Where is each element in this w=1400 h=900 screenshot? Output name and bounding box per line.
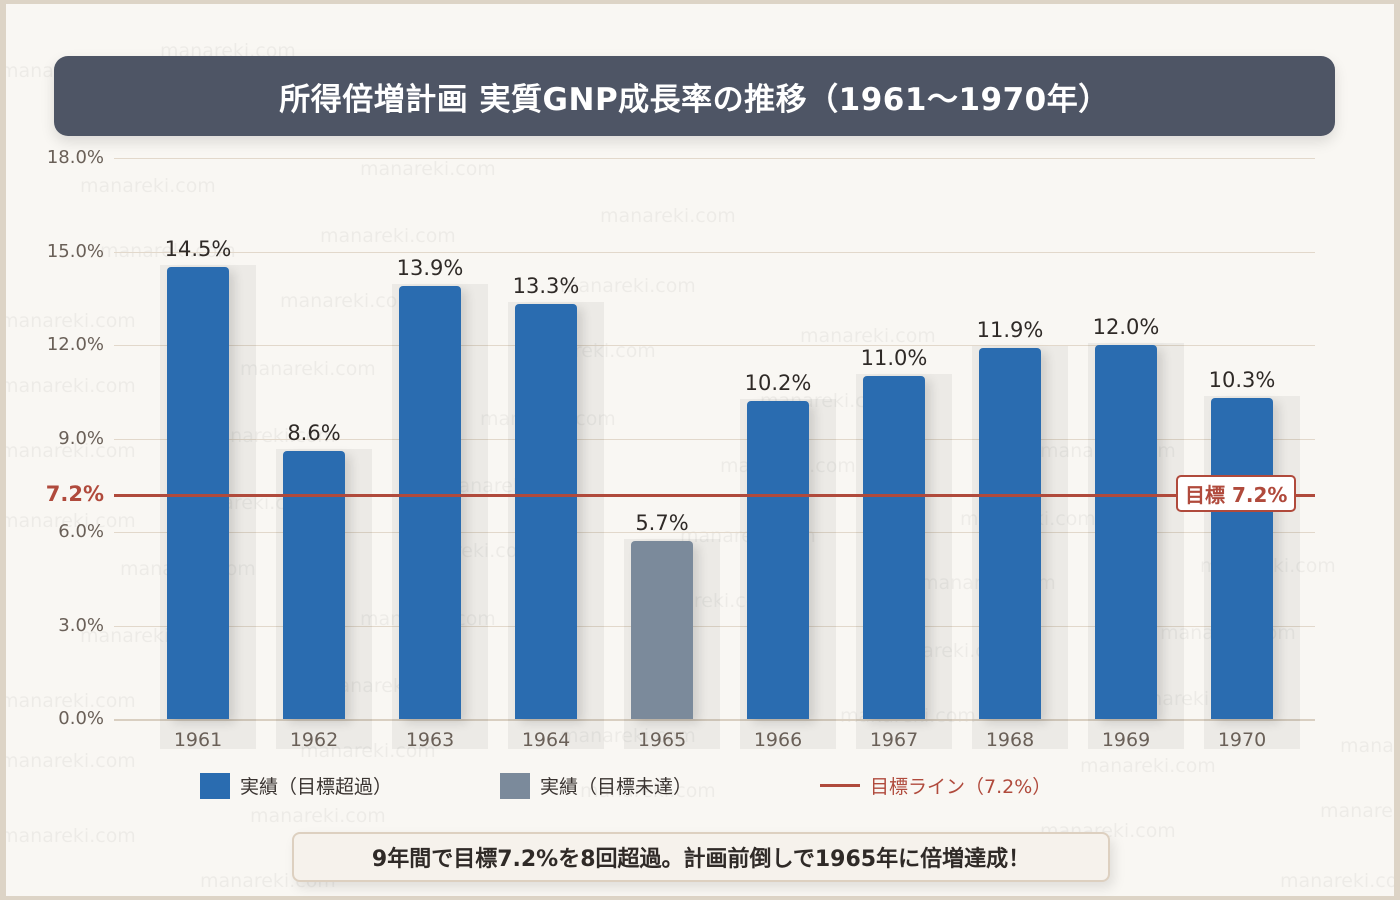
bar-value-label: 14.5% — [164, 237, 232, 262]
x-tick-label: 1963 — [405, 729, 455, 751]
legend: 実績（目標超過） 実績（目標未達） 目標ライン（7.2%） — [0, 772, 1400, 802]
bar-1968 — [979, 348, 1041, 719]
legend-label-not-reached: 実績（目標未達） — [540, 776, 693, 798]
y-tick-label: 12.0% — [46, 334, 104, 355]
bar-value-label: 13.3% — [512, 274, 580, 299]
y-tick-label: 6.0% — [58, 521, 104, 542]
legend-swatch-blue — [200, 772, 230, 799]
legend-label-exceeded: 実績（目標超過） — [240, 776, 393, 798]
x-tick-label: 1967 — [869, 729, 919, 751]
y-tick-label: 0.0% — [58, 708, 104, 729]
bar-value-label: 11.0% — [860, 346, 928, 371]
bar-1965 — [631, 541, 693, 719]
x-tick-label: 1966 — [753, 729, 803, 751]
bar-1961 — [167, 267, 229, 719]
x-tick-label: 1970 — [1217, 729, 1267, 751]
summary-note: 9年間で目標7.2%を8回超過。計画前倒しで1965年に倍増達成！ — [292, 832, 1110, 882]
x-tick-label: 1964 — [521, 729, 571, 751]
legend-label-target: 目標ライン（7.2%） — [870, 776, 1052, 798]
summary-note-text: 9年間で目標7.2%を8回超過。計画前倒しで1965年に倍増達成！ — [371, 847, 1031, 872]
x-tick-label: 1961 — [173, 729, 223, 751]
bar-1970 — [1211, 397, 1273, 719]
bar-value-label: 11.9% — [976, 318, 1044, 343]
gridline — [114, 251, 1315, 253]
gridline — [114, 158, 1315, 159]
target-badge: 目標 7.2% — [1176, 474, 1297, 512]
target-tick-label: 7.2% — [45, 481, 104, 506]
bar-value-label: 5.7% — [635, 511, 689, 536]
bar-1967 — [863, 376, 925, 719]
x-tick-label: 1968 — [985, 729, 1035, 751]
legend-item-not-reached: 実績（目標未達） — [500, 772, 692, 799]
y-tick-label: 18.0% — [46, 147, 104, 168]
legend-item-exceeded: 実績（目標超過） — [200, 772, 392, 799]
gridline — [114, 345, 1315, 346]
bar-1969 — [1095, 345, 1157, 719]
bar-value-label: 13.9% — [396, 255, 464, 280]
y-tick-label: 9.0% — [58, 427, 104, 449]
bar-value-label: 12.0% — [1092, 315, 1160, 339]
y-tick-label: 15.0% — [46, 240, 104, 262]
x-tick-label: 1969 — [1101, 729, 1151, 751]
legend-line-icon — [820, 784, 860, 787]
gridline — [114, 625, 1315, 627]
y-tick-label: 3.0% — [58, 614, 104, 636]
x-axis-baseline — [114, 719, 1315, 721]
title-banner: 所得倍増計画 実質GNP成長率の推移（1961〜1970年） — [54, 56, 1335, 136]
chart-title: 所得倍増計画 実質GNP成長率の推移（1961〜1970年） — [279, 81, 1110, 118]
gridline — [114, 532, 1315, 533]
bar-1966 — [747, 401, 809, 719]
legend-swatch-gray — [500, 772, 530, 799]
bar-1962 — [283, 450, 345, 719]
x-tick-label: 1965 — [637, 729, 687, 751]
x-tick-label: 1962 — [289, 729, 339, 751]
legend-item-target: 目標ライン（7.2%） — [820, 772, 1051, 799]
bar-value-label: 10.2% — [744, 371, 812, 396]
target-line — [114, 493, 1315, 497]
bar-value-label: 8.6% — [287, 420, 341, 445]
bar-value-label: 10.3% — [1208, 367, 1276, 392]
gridline — [114, 438, 1315, 440]
bar-1963 — [399, 285, 461, 719]
bar-1964 — [515, 304, 577, 719]
